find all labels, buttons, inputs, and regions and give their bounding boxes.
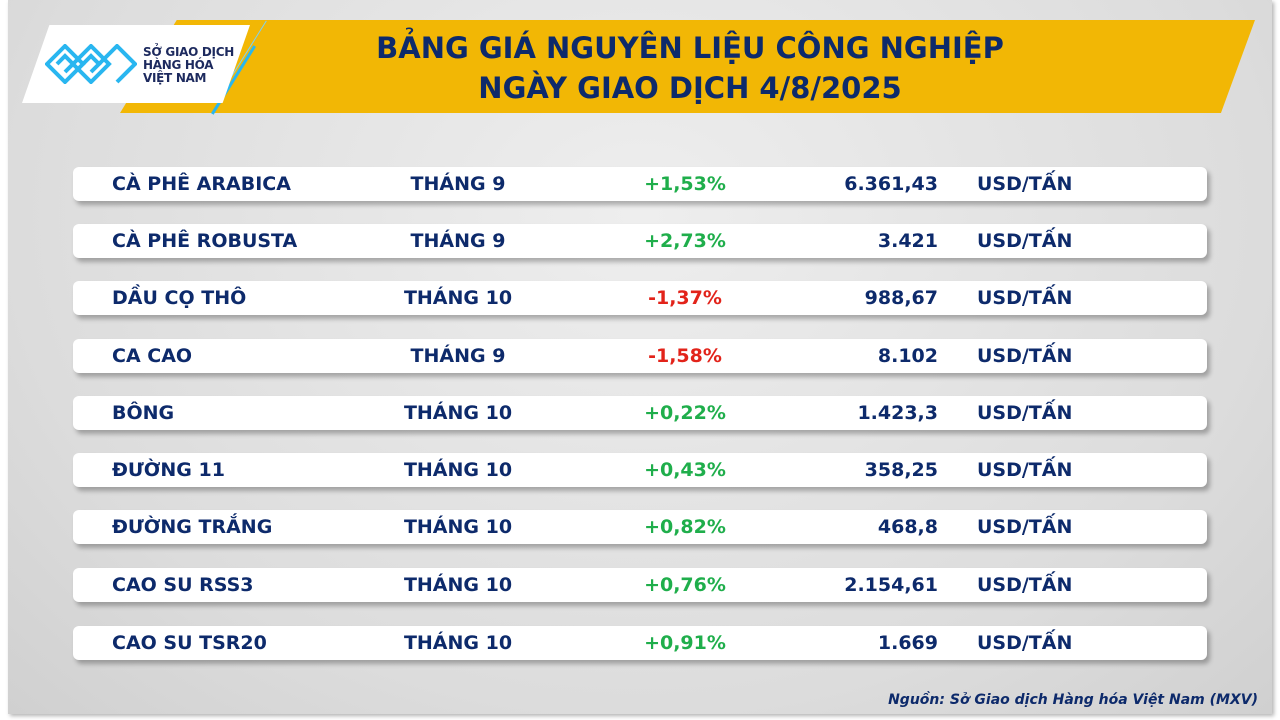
- price-value: 6.361,43: [844, 173, 938, 195]
- commodity-name: CAO SU TSR20: [112, 632, 267, 654]
- price-value: 358,25: [864, 459, 938, 481]
- commodity-name: CÀ PHÊ ARABICA: [112, 173, 291, 195]
- mxv-logo-icon: [45, 44, 137, 84]
- table-row: CÀ PHÊ ARABICA THÁNG 9 +1,53% 6.361,43 U…: [73, 167, 1207, 201]
- commodity-name: DẦU CỌ THÔ: [112, 287, 247, 309]
- price-unit: USD/TẤN: [977, 345, 1073, 367]
- price-change: +1,53%: [644, 173, 726, 195]
- table-row: CAO SU TSR20 THÁNG 10 +0,91% 1.669 USD/T…: [73, 626, 1207, 660]
- source-note: Nguồn: Sở Giao dịch Hàng hóa Việt Nam (M…: [888, 692, 1258, 708]
- price-value: 988,67: [864, 287, 938, 309]
- logo-text: SỞ GIAO DỊCH HÀNG HÓA VIỆT NAM: [143, 46, 234, 85]
- table-row: DẦU CỌ THÔ THÁNG 10 -1,37% 988,67 USD/TẤ…: [73, 281, 1207, 315]
- price-change: +0,43%: [644, 459, 726, 481]
- table-row: ĐƯỜNG TRẮNG THÁNG 10 +0,82% 468,8 USD/TẤ…: [73, 510, 1207, 544]
- price-value: 1.423,3: [857, 402, 938, 424]
- price-value: 468,8: [877, 516, 938, 538]
- price-change: +0,76%: [644, 574, 726, 596]
- contract-month: THÁNG 10: [403, 574, 513, 596]
- price-change: -1,58%: [648, 345, 722, 367]
- price-change: -1,37%: [648, 287, 722, 309]
- price-unit: USD/TẤN: [977, 402, 1073, 424]
- table-row: CA CAO THÁNG 9 -1,58% 8.102 USD/TẤN: [73, 339, 1207, 373]
- price-unit: USD/TẤN: [977, 287, 1073, 309]
- logo-line-2: HÀNG HÓA: [143, 58, 214, 72]
- commodity-name: CA CAO: [112, 345, 193, 367]
- price-unit: USD/TẤN: [977, 230, 1073, 252]
- logo-line-3: VIỆT NAM: [143, 71, 207, 85]
- logo-line-1: SỞ GIAO DỊCH: [143, 45, 234, 59]
- contract-month: THÁNG 10: [403, 459, 513, 481]
- table-row: BÔNG THÁNG 10 +0,22% 1.423,3 USD/TẤN: [73, 396, 1207, 430]
- commodity-name: CÀ PHÊ ROBUSTA: [112, 230, 298, 252]
- price-unit: USD/TẤN: [977, 574, 1073, 596]
- commodity-name: BÔNG: [112, 402, 175, 424]
- table-row: CÀ PHÊ ROBUSTA THÁNG 9 +2,73% 3.421 USD/…: [73, 224, 1207, 258]
- contract-month: THÁNG 10: [403, 632, 513, 654]
- table-row: ĐƯỜNG 11 THÁNG 10 +0,43% 358,25 USD/TẤN: [73, 453, 1207, 487]
- title-line-1: BẢNG GIÁ NGUYÊN LIỆU CÔNG NGHIỆP: [376, 31, 1004, 65]
- table-row: CAO SU RSS3 THÁNG 10 +0,76% 2.154,61 USD…: [73, 568, 1207, 602]
- price-unit: USD/TẤN: [977, 459, 1073, 481]
- price-value: 1.669: [877, 632, 938, 654]
- price-change: +0,91%: [644, 632, 726, 654]
- commodity-name: ĐƯỜNG 11: [112, 459, 225, 481]
- price-value: 3.421: [877, 230, 938, 252]
- contract-month: THÁNG 9: [410, 173, 506, 195]
- price-change: +0,82%: [644, 516, 726, 538]
- title-banner: [120, 20, 1255, 113]
- price-unit: USD/TẤN: [977, 632, 1073, 654]
- page-title: BẢNG GIÁ NGUYÊN LIỆU CÔNG NGHIỆP NGÀY GI…: [240, 28, 1140, 108]
- contract-month: THÁNG 10: [403, 402, 513, 424]
- price-unit: USD/TẤN: [977, 173, 1073, 195]
- price-value: 2.154,61: [844, 574, 938, 596]
- contract-month: THÁNG 9: [410, 230, 506, 252]
- contract-month: THÁNG 10: [403, 516, 513, 538]
- title-line-2: NGÀY GIAO DỊCH 4/8/2025: [478, 71, 902, 105]
- price-value: 8.102: [877, 345, 938, 367]
- contract-month: THÁNG 10: [403, 287, 513, 309]
- price-unit: USD/TẤN: [977, 516, 1073, 538]
- price-change: +0,22%: [644, 402, 726, 424]
- commodity-name: ĐƯỜNG TRẮNG: [112, 516, 273, 538]
- contract-month: THÁNG 9: [410, 345, 506, 367]
- price-change: +2,73%: [644, 230, 726, 252]
- commodity-name: CAO SU RSS3: [112, 574, 254, 596]
